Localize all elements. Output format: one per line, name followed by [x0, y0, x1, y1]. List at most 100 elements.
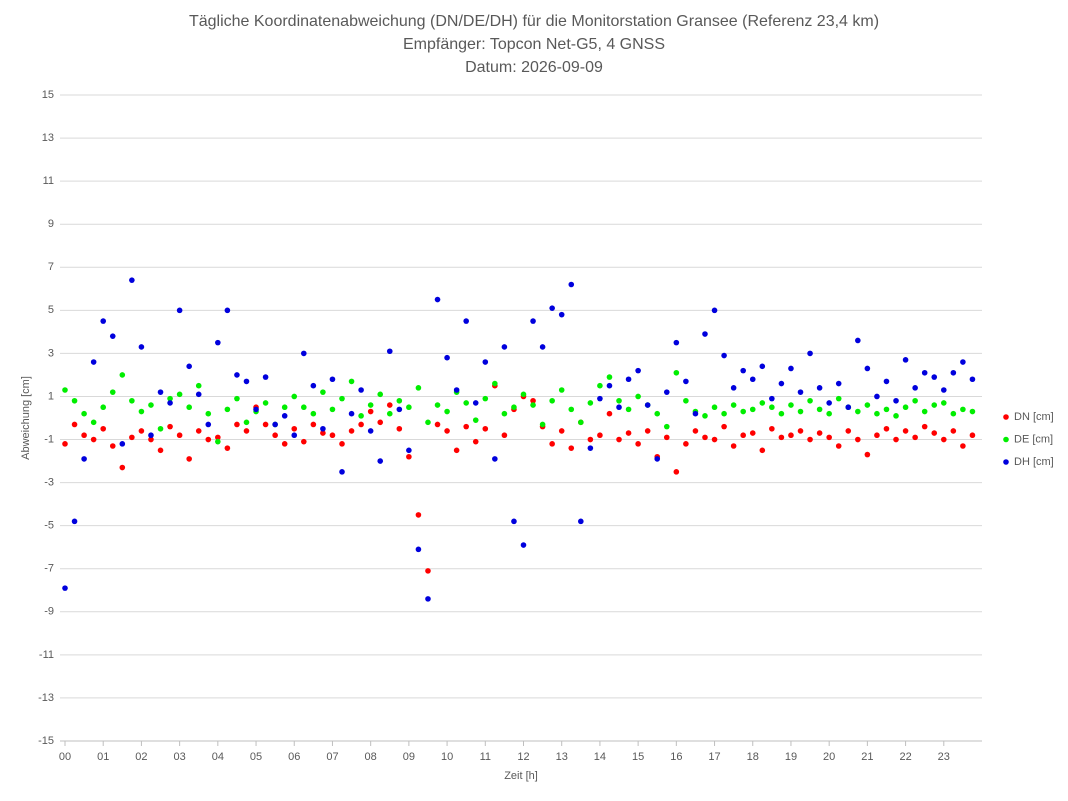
point	[893, 413, 899, 419]
point	[740, 432, 746, 439]
point	[367, 402, 374, 408]
point	[329, 432, 336, 439]
point	[90, 436, 97, 443]
point	[501, 432, 508, 439]
point	[807, 397, 813, 404]
point	[81, 410, 87, 417]
point	[883, 378, 890, 385]
point	[138, 408, 145, 415]
point	[826, 400, 832, 406]
point	[921, 369, 928, 376]
point	[243, 428, 250, 434]
point	[310, 410, 317, 417]
point	[511, 518, 517, 525]
point	[874, 432, 880, 439]
point	[406, 453, 412, 460]
point	[721, 410, 727, 417]
point	[692, 410, 699, 417]
point	[367, 428, 374, 434]
x-tick-label: 15	[632, 751, 644, 763]
point	[90, 359, 97, 365]
point	[683, 378, 689, 385]
point	[673, 369, 680, 376]
point	[195, 382, 202, 389]
point	[90, 419, 97, 426]
point	[578, 419, 584, 426]
y-tick-label: 5	[48, 304, 54, 316]
point	[262, 400, 269, 406]
point	[215, 434, 221, 441]
point	[186, 363, 192, 370]
legend-label: DH [cm]	[1014, 456, 1054, 468]
point	[625, 430, 632, 436]
point	[138, 428, 145, 434]
point	[339, 395, 345, 402]
point	[444, 354, 450, 361]
point	[453, 447, 460, 454]
chart-title: Tägliche Koordinatenabweichung (DN/DE/DH…	[189, 13, 879, 30]
point	[625, 376, 632, 383]
point	[243, 378, 250, 385]
point	[807, 436, 813, 443]
point	[530, 318, 536, 324]
point	[348, 410, 355, 417]
point	[81, 456, 87, 462]
point	[663, 389, 670, 395]
point	[71, 518, 78, 525]
point	[616, 436, 622, 443]
point	[711, 436, 718, 443]
point	[549, 305, 555, 311]
point	[663, 423, 670, 430]
point	[157, 447, 164, 454]
point	[644, 402, 651, 408]
point	[874, 393, 880, 400]
point	[482, 359, 489, 365]
point	[205, 436, 212, 443]
point	[616, 404, 622, 411]
point	[654, 456, 661, 462]
point	[205, 421, 212, 428]
point	[511, 404, 517, 411]
y-tick-label: -5	[44, 520, 54, 532]
point	[62, 387, 68, 393]
point	[129, 397, 135, 404]
point	[683, 441, 689, 447]
point	[396, 397, 403, 404]
point	[855, 337, 861, 344]
point	[845, 404, 852, 411]
point	[788, 432, 794, 439]
point	[711, 404, 718, 411]
point	[406, 404, 412, 411]
point	[396, 406, 403, 413]
point	[835, 395, 842, 402]
point	[224, 406, 231, 413]
point	[463, 318, 469, 324]
point	[425, 568, 431, 574]
x-tick-label: 13	[556, 751, 568, 763]
point	[969, 376, 976, 383]
point	[883, 425, 890, 432]
point	[558, 387, 565, 393]
point	[310, 382, 317, 389]
point	[262, 374, 269, 380]
point	[71, 397, 78, 404]
point	[835, 380, 842, 387]
point	[281, 413, 288, 419]
point	[931, 402, 938, 408]
point	[960, 443, 966, 449]
point	[129, 277, 135, 283]
point	[558, 311, 565, 318]
point	[386, 402, 393, 408]
point	[950, 410, 957, 417]
point	[482, 425, 489, 432]
point	[215, 339, 221, 346]
point	[310, 421, 317, 428]
point	[234, 372, 240, 378]
point	[195, 391, 202, 398]
point	[167, 400, 173, 406]
point	[893, 397, 899, 404]
point	[501, 344, 508, 350]
point	[434, 402, 441, 408]
x-axis-label: Zeit [h]	[504, 770, 538, 782]
point	[558, 428, 565, 434]
